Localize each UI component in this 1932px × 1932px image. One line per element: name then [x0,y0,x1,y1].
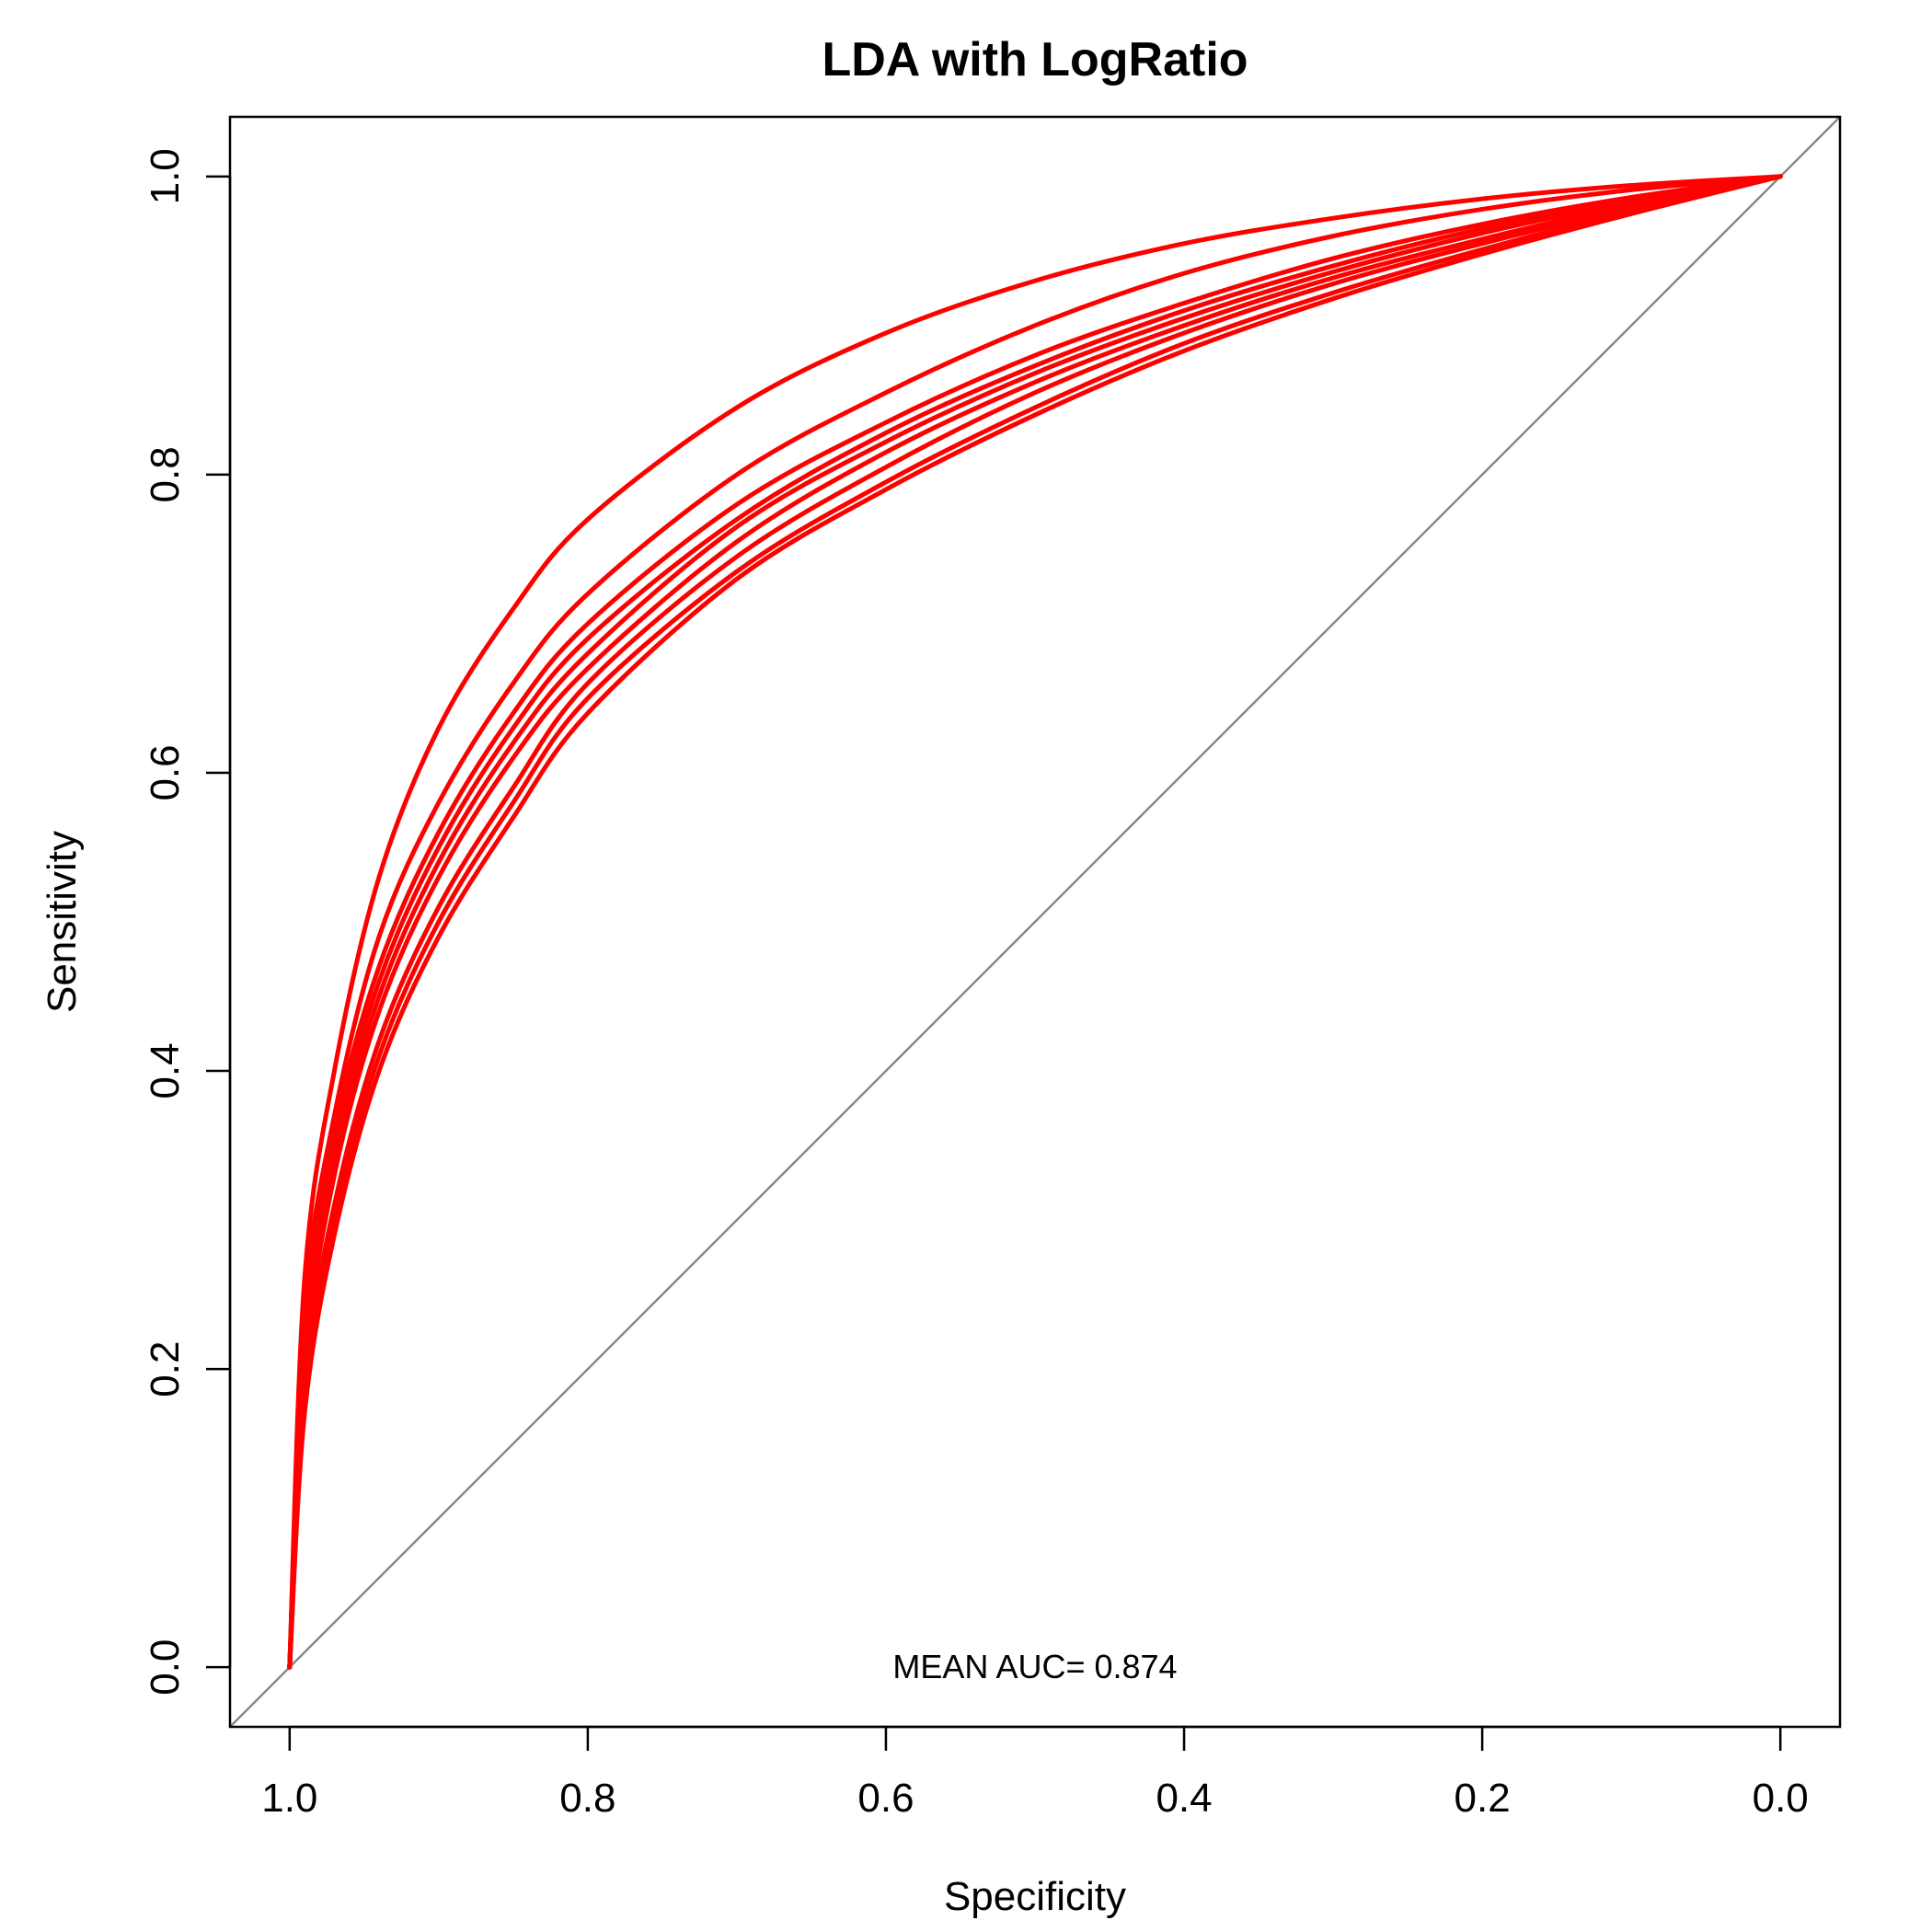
y-tick-label: 0.0 [143,1639,188,1696]
roc-curve-7 [287,174,1783,1670]
x-tick-label: 0.0 [1753,1776,1809,1821]
plot-area [228,115,1842,1729]
roc-curve-6 [287,174,1783,1670]
x-axis-label: Specificity [944,1874,1126,1919]
y-tick-label: 1.0 [143,148,188,204]
roc-curve-3 [287,174,1783,1670]
y-tick-label: 0.6 [143,744,188,800]
roc-curve-1 [287,174,1783,1670]
roc-curve-2 [287,174,1783,1670]
y-axis-label: Sensitivity [40,831,85,1013]
x-tick-label: 0.2 [1455,1776,1511,1821]
x-axis: 1.0 0.8 0.6 0.4 0.2 0.0 [261,1725,1809,1821]
y-axis: 0.0 0.2 0.4 0.6 0.8 1.0 [143,148,232,1696]
y-tick-label: 0.4 [143,1042,188,1098]
mean-auc-annotation: MEAN AUC= 0.874 [892,1648,1177,1685]
reference-diagonal-line [230,117,1840,1727]
roc-curve-5 [287,174,1783,1670]
chart-title: LDA with LogRatio [822,33,1248,86]
x-tick-label: 0.4 [1156,1776,1212,1821]
y-tick-label: 0.2 [143,1341,188,1397]
roc-curve-8 [287,174,1783,1670]
roc-curve-4 [287,174,1783,1670]
x-tick-label: 0.8 [559,1776,615,1821]
x-tick-label: 0.6 [857,1776,914,1821]
x-tick-label: 1.0 [261,1776,317,1821]
y-tick-label: 0.8 [143,446,188,502]
roc-curve-9 [287,174,1783,1670]
